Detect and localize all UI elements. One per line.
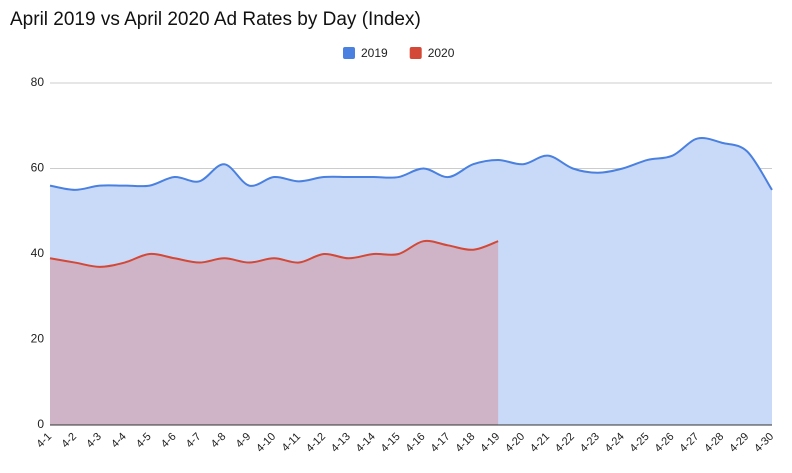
y-tick-label: 80	[31, 75, 45, 89]
area-fill	[50, 240, 499, 425]
legend-label: 2020	[428, 46, 455, 60]
x-tick-label: 4-22	[553, 431, 577, 455]
series-line	[49, 137, 773, 191]
x-tick-label: 4-16	[404, 431, 428, 455]
legend-item: 2019	[343, 46, 388, 60]
y-tick-label: 0	[37, 417, 44, 431]
x-tick-label: 4-18	[453, 431, 477, 455]
x-tick-label: 4-28	[702, 431, 726, 455]
x-tick-label: 4-5	[134, 431, 154, 451]
x-tick-label: 4-17	[428, 431, 452, 455]
x-tick-label: 4-20	[503, 431, 527, 455]
x-tick-label: 4-13	[329, 431, 353, 455]
y-tick-label: 60	[31, 161, 45, 175]
x-tick-label: 4-4	[109, 431, 129, 451]
x-tick-label: 4-8	[209, 431, 229, 451]
x-tick-label: 4-1	[34, 431, 54, 451]
legend-swatch	[343, 47, 355, 59]
x-tick-label: 4-2	[59, 431, 79, 451]
legend-label: 2019	[361, 46, 388, 60]
legend-swatch	[409, 47, 422, 59]
y-tick-label: 20	[31, 332, 45, 346]
x-tick-label: 4-11	[280, 431, 303, 454]
x-tick-label: 4-3	[84, 431, 104, 451]
legend-item: 2020	[409, 46, 455, 60]
x-tick-label: 4-27	[677, 431, 701, 455]
series-line	[49, 239, 499, 268]
x-tick-label: 4-21	[528, 431, 552, 455]
x-tick-label: 4-15	[379, 431, 403, 455]
x-tick-label: 4-25	[628, 431, 652, 455]
x-tick-label: 4-29	[727, 431, 751, 455]
x-tick-label: 4-10	[254, 431, 278, 455]
x-tick-label: 4-9	[234, 431, 254, 451]
x-tick-label: 4-30	[752, 431, 776, 455]
x-tick-label: 4-19	[478, 431, 502, 455]
y-tick-label: 40	[31, 246, 45, 260]
x-tick-label: 4-26	[653, 431, 677, 455]
x-tick-label: 4-23	[578, 431, 602, 455]
x-tick-label: 4-14	[354, 431, 378, 455]
x-tick-label: 4-6	[159, 431, 179, 451]
x-tick-label: 4-7	[184, 431, 204, 451]
x-tick-label: 4-12	[304, 431, 328, 455]
chart-title: April 2019 vs April 2020 Ad Rates by Day…	[10, 9, 421, 30]
x-tick-label: 4-24	[603, 431, 627, 455]
